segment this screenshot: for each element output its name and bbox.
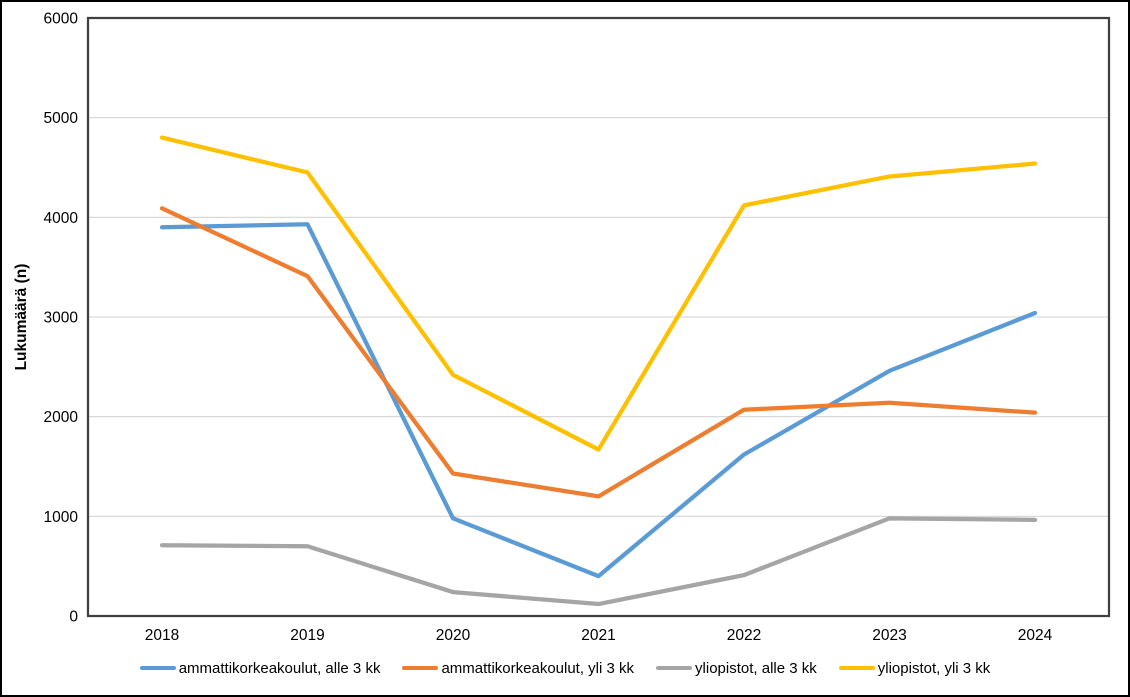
y-axis-tick-label: 3000 xyxy=(44,310,79,327)
x-axis-tick-label: 2018 xyxy=(145,627,179,644)
legend-item-1: ammattikorkeakoulut, yli 3 kk xyxy=(402,660,634,677)
legend-label: yliopistot, alle 3 kk xyxy=(695,659,817,677)
series-line-2 xyxy=(159,516,1038,607)
x-axis-tick-label: 2023 xyxy=(872,627,906,644)
legend: ammattikorkeakoulut, alle 3 kk ammattikor… xyxy=(2,654,1128,682)
legend-swatch xyxy=(402,665,439,671)
series-line-0 xyxy=(159,222,1038,579)
y-axis-tick-label: 6000 xyxy=(44,11,79,28)
y-axis-title: Lukumäärä (n) xyxy=(13,264,30,371)
y-axis-tick-label: 0 xyxy=(69,609,78,626)
chart-canvas: 0 1000 2000 3000 4000 5000 6000 2018 2019 2020 202… xyxy=(13,11,1111,644)
y-axis-tick-label: 4000 xyxy=(44,210,79,227)
legend-label: ammattikorkeakoulut, alle 3 kk xyxy=(178,659,381,677)
legend-swatch xyxy=(838,665,875,671)
x-axis-tick-label: 2020 xyxy=(436,627,471,644)
series-line-1 xyxy=(159,206,1038,499)
plot-border xyxy=(86,16,1111,618)
legend-label: yliopistot, yli 3 kk xyxy=(877,659,991,677)
x-axis-tick-label: 2021 xyxy=(581,627,615,644)
legend-swatch xyxy=(656,665,693,671)
legend-item-3: yliopistot, yli 3 kk xyxy=(838,659,991,677)
x-axis-tick-label: 2024 xyxy=(1018,627,1053,644)
legend-label: ammattikorkeakoulut, yli 3 kk xyxy=(441,659,635,677)
x-axis-tick-label: 2019 xyxy=(290,627,324,644)
legend-item-0: ammattikorkeakoulut, alle 3 kk xyxy=(139,659,381,677)
series-line-3 xyxy=(159,135,1038,452)
y-axis-tick-label: 1000 xyxy=(44,509,79,526)
legend-item-2: yliopistot, alle 3 kk xyxy=(656,660,817,677)
y-axis-tick-label: 2000 xyxy=(44,409,79,426)
x-axis-tick-label: 2022 xyxy=(727,627,761,644)
y-axis-tick-label: 5000 xyxy=(44,110,79,127)
legend-swatch xyxy=(139,665,176,671)
